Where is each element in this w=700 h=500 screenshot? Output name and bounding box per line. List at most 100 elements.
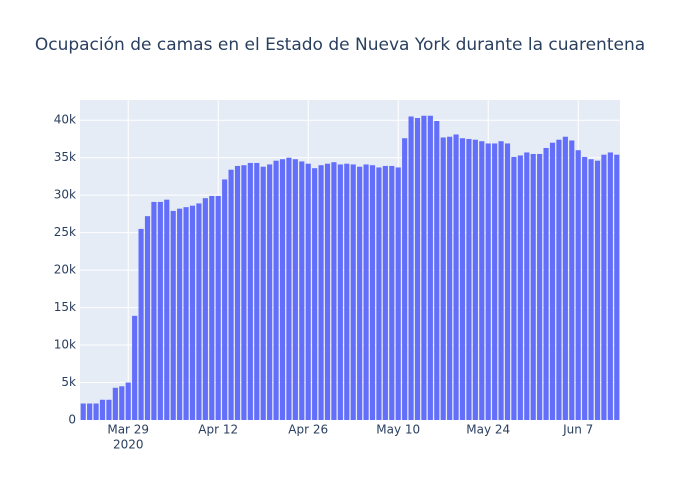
- bar: [427, 115, 433, 420]
- x-tick-label: Apr 12: [198, 423, 238, 437]
- bar: [87, 403, 93, 420]
- y-tick-label: 0: [68, 413, 76, 427]
- bar: [337, 164, 343, 420]
- bar: [492, 143, 498, 420]
- bar: [222, 179, 228, 420]
- bar: [273, 160, 279, 420]
- bar: [402, 138, 408, 420]
- bar: [93, 403, 99, 420]
- bar: [215, 195, 221, 420]
- bar: [485, 143, 491, 420]
- bar: [556, 139, 562, 420]
- bar: [472, 139, 478, 420]
- bar: [99, 399, 106, 420]
- x-tick-year: 2020: [113, 438, 144, 452]
- bar: [466, 138, 472, 421]
- bar: [395, 167, 401, 420]
- bar: [511, 156, 517, 420]
- bar: [453, 134, 459, 420]
- bar: [234, 165, 241, 420]
- bar: [537, 153, 543, 421]
- bar: [447, 136, 453, 420]
- bar: [549, 142, 556, 421]
- bar: [414, 117, 421, 420]
- bar: [119, 386, 125, 420]
- bar: [177, 208, 183, 420]
- bar: [299, 161, 305, 420]
- bar: [318, 165, 324, 420]
- y-tick-label: 15k: [54, 300, 76, 314]
- bar: [350, 164, 356, 420]
- bar: [228, 169, 234, 420]
- bar: [189, 205, 196, 420]
- bar: [157, 201, 163, 420]
- bar: [543, 147, 549, 420]
- bar: [267, 164, 273, 420]
- y-tick-label: 10k: [54, 338, 76, 352]
- bar: [504, 143, 511, 420]
- bar: [459, 138, 466, 420]
- bar: [286, 157, 292, 420]
- plot-area: [80, 100, 620, 420]
- bar: [434, 120, 440, 420]
- x-tick-label: Apr 26: [288, 423, 328, 437]
- bar: [408, 116, 414, 420]
- bar: [569, 140, 575, 420]
- bar: [247, 162, 253, 421]
- bar: [305, 163, 311, 420]
- bar: [389, 165, 395, 420]
- bar: [112, 387, 118, 420]
- bar: [183, 207, 189, 420]
- bar: [331, 162, 337, 420]
- y-tick-label: 30k: [54, 188, 76, 202]
- y-tick-label: 40k: [54, 113, 76, 127]
- bar: [421, 115, 427, 420]
- bar: [196, 203, 202, 420]
- bar: [614, 154, 620, 420]
- bar: [312, 168, 318, 420]
- y-tick-label: 25k: [54, 225, 76, 239]
- bar: [344, 163, 350, 420]
- bar: [241, 165, 247, 420]
- bar: [575, 150, 581, 421]
- bar: [260, 166, 266, 420]
- bar: [479, 141, 485, 420]
- bar: [601, 154, 607, 420]
- bar: [530, 153, 536, 421]
- bar: [582, 156, 588, 420]
- bar: [440, 137, 446, 421]
- y-tick-label: 5k: [61, 375, 76, 389]
- x-tick-label: May 24: [466, 423, 510, 437]
- bar: [132, 315, 138, 420]
- bar: [170, 210, 176, 420]
- bar: [382, 165, 388, 420]
- bar: [524, 152, 530, 420]
- bar: [369, 165, 376, 420]
- bar: [588, 159, 594, 421]
- bar: [357, 166, 363, 420]
- bar: [607, 152, 613, 420]
- bar: [517, 155, 523, 421]
- bar: [498, 141, 504, 420]
- x-tick-label: May 10: [376, 423, 420, 437]
- bar: [80, 403, 86, 420]
- x-tick-label: Mar 29: [107, 423, 149, 437]
- bar: [125, 382, 131, 420]
- bar: [151, 201, 157, 420]
- bar: [106, 399, 112, 420]
- bar: [202, 198, 208, 420]
- bar: [292, 159, 298, 421]
- bar: [138, 228, 144, 420]
- bar: [594, 160, 601, 420]
- chart-title: Ocupación de camas en el Estado de Nueva…: [35, 35, 645, 55]
- bar: [562, 136, 568, 420]
- bar: [144, 216, 151, 420]
- bar: [279, 159, 286, 421]
- bar: [363, 164, 369, 420]
- bar: [254, 162, 260, 421]
- y-tick-label: 35k: [54, 150, 76, 164]
- bar: [164, 199, 170, 420]
- x-tick-label: Jun 7: [562, 423, 593, 437]
- bar: [376, 167, 382, 420]
